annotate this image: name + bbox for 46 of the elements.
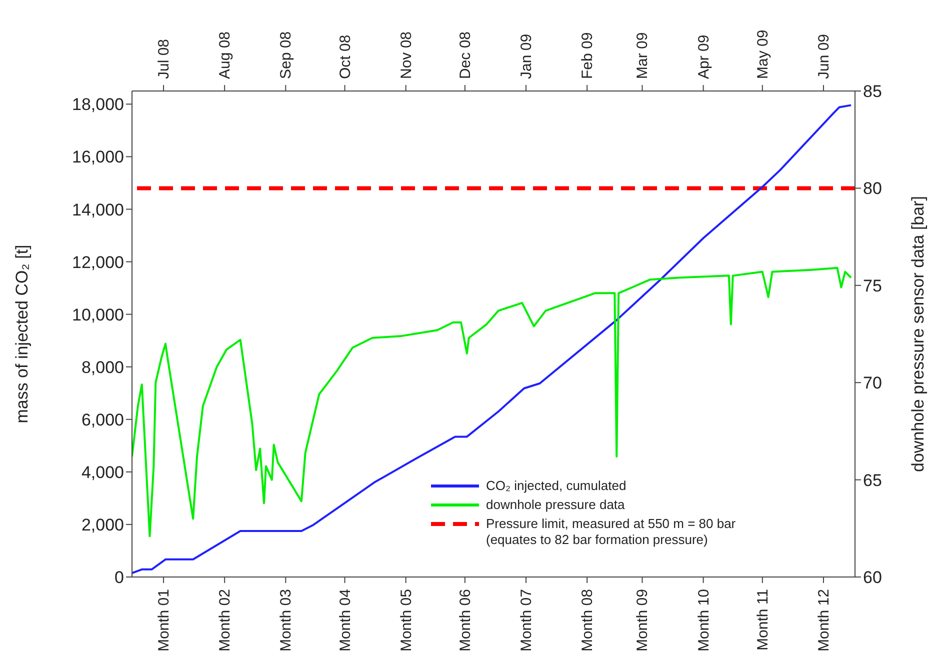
x-tick-label: Month 02 [216,589,234,652]
x-tick-label: Month 06 [456,589,474,652]
x2-tick-label: Oct 08 [336,34,354,79]
y-tick-label: 4,000 [81,462,124,482]
y2-tick-label: 60 [863,568,882,588]
y-tick-label: 14,000 [72,200,124,220]
x2-tick-label: Jun 09 [814,34,832,79]
x-tick-label: Month 03 [277,589,294,652]
x2-tick-label: Sep 08 [277,31,294,79]
x-tick-label: Month 01 [155,589,172,652]
x2-tick-label: Apr 09 [694,34,712,79]
x2-tick-label: Jan 09 [518,34,535,79]
y-tick-label: 18,000 [72,95,124,114]
x2-tick-label: Aug 08 [216,31,234,79]
x2-tick-label: Feb 09 [578,32,596,79]
x-tick-label: Month 12 [814,589,832,652]
x2-tick-label: Jul 08 [155,38,172,79]
x-tick-label: Month 11 [754,589,771,650]
x2-tick-label: Dec 08 [456,31,474,79]
x2-tick-label: May 09 [754,30,771,79]
y-tick-label: 16,000 [72,148,124,167]
y-tick-label: 8,000 [81,358,124,377]
y2-axis-title: downhole pressure sensor data [bar] [908,196,928,472]
legend-label: downhole pressure data [486,497,625,513]
x-tick-label: Month 10 [694,589,712,652]
y-tick-label: 2,000 [81,515,124,534]
legend-label: CO₂ injected, cumulated [486,478,626,494]
y-tick-label: 12,000 [72,252,124,272]
legend-label: Pressure limit, measured at 550 m = 80 bar (equates to 82 bar formation pressure) [486,516,736,548]
y-axis-title: mass of injected CO₂ [t] [12,244,32,424]
y-tick-label: 10,000 [72,305,124,324]
x-tick-label: Month 08 [578,589,596,652]
y2-tick-label: 70 [863,374,882,393]
y2-tick-label: 65 [863,470,882,490]
line-series [132,104,852,574]
y-tick-label: 6,000 [81,410,124,430]
x2-tick-label: Nov 08 [397,31,414,79]
x-tick-label: Month 09 [634,589,651,652]
y2-tick-label: 85 [863,82,882,102]
y2-tick-label: 75 [863,276,882,296]
x2-tick-label: Mar 09 [634,32,651,79]
y2-tick-label: 80 [863,179,882,198]
x-tick-label: Month 05 [397,589,414,652]
y-tick-label: 0 [114,568,124,588]
x-tick-label: Month 07 [518,589,535,652]
x-tick-label: Month 04 [336,589,354,652]
